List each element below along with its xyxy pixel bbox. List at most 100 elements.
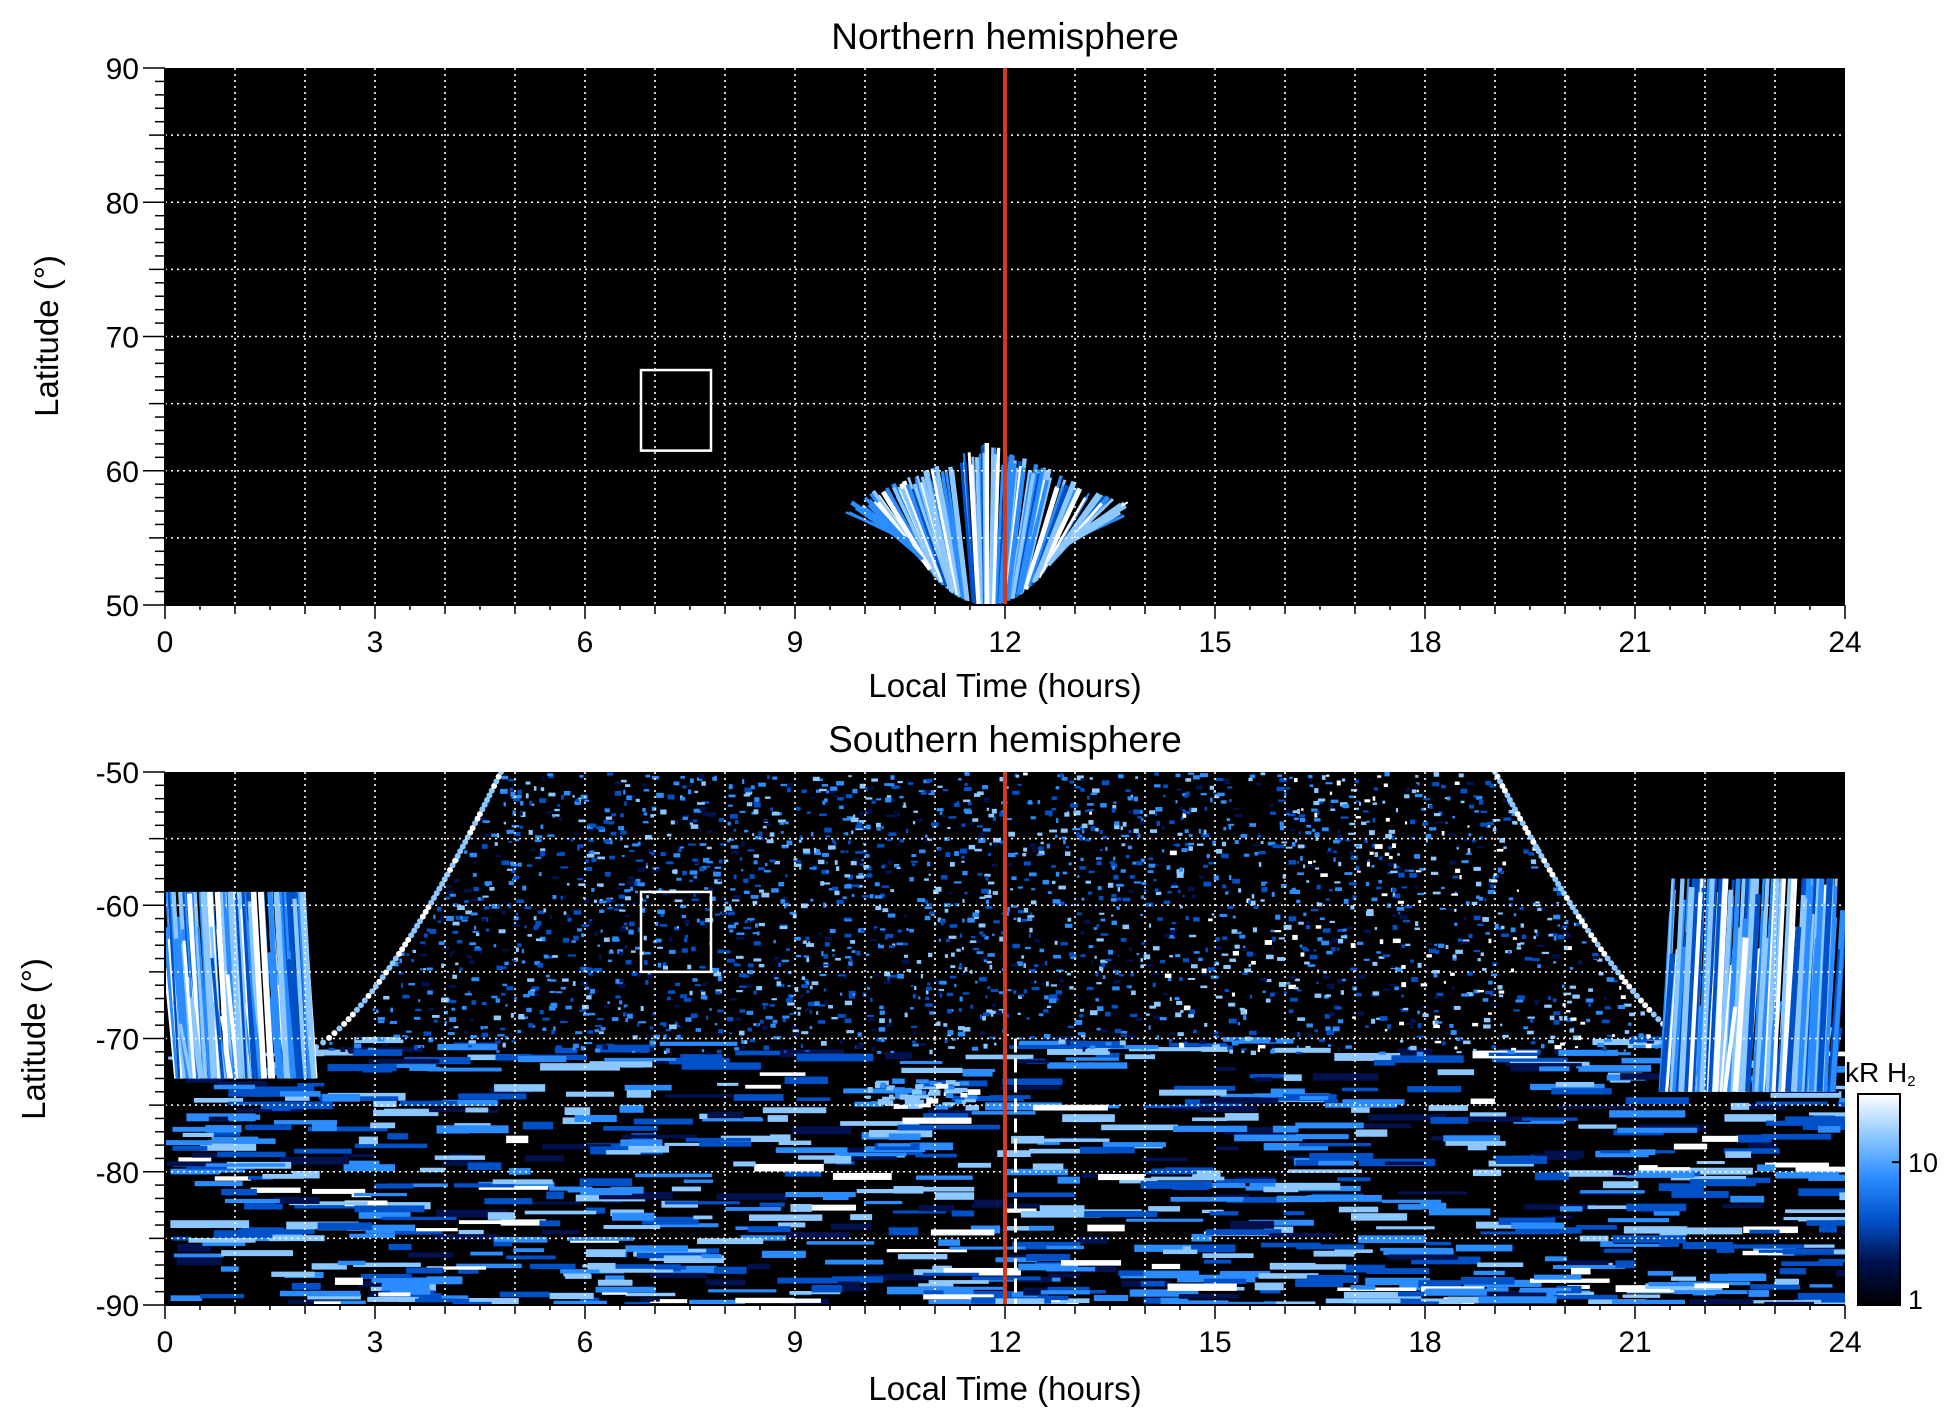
south-emission-speckle xyxy=(689,990,693,996)
south-emission-speckle xyxy=(752,833,755,837)
south-emission-speckle xyxy=(1331,937,1339,943)
south-emission-speckle xyxy=(480,1026,489,1029)
south-emission-speckle xyxy=(669,1024,677,1030)
south-emission-patch xyxy=(850,1214,873,1221)
south-emission-patch xyxy=(628,1145,670,1153)
south-emission-speckle xyxy=(870,939,878,942)
south-emission-speckle xyxy=(1270,811,1277,815)
south-emission-patch xyxy=(208,1116,229,1122)
south-emission-patch xyxy=(176,1257,222,1266)
south-emission-speckle xyxy=(517,862,522,867)
south-emission-speckle xyxy=(1140,958,1144,962)
south-emission-patch xyxy=(1544,1256,1567,1262)
south-emission-patch xyxy=(216,1081,268,1086)
south-emission-speckle xyxy=(467,990,470,994)
south-emission-patch xyxy=(650,1299,688,1304)
south-emission-speckle xyxy=(939,812,943,815)
south-emission-speckle xyxy=(1597,1043,1605,1048)
south-emission-speckle xyxy=(812,776,820,782)
south-emission-speckle xyxy=(559,851,565,856)
south-emission-speckle xyxy=(832,953,835,957)
south-emission-speckle xyxy=(655,938,662,943)
south-emission-patch xyxy=(1592,1038,1659,1046)
south-emission-patch xyxy=(1445,1141,1506,1146)
south-emission-speckle xyxy=(589,850,595,854)
south-emission-speckle xyxy=(681,914,687,919)
south-emission-speckle xyxy=(1425,837,1428,843)
south-emission-speckle xyxy=(1232,915,1236,919)
south-emission-speckle xyxy=(510,1012,514,1018)
south-emission-speckle xyxy=(1557,934,1565,940)
south-emission-patch xyxy=(702,1118,764,1122)
south-emission-speckle xyxy=(1130,972,1135,977)
south-emission-speckle xyxy=(389,1020,398,1024)
north-aurora-streak xyxy=(930,468,959,596)
south-emission-speckle xyxy=(1051,807,1056,811)
south-emission-speckle xyxy=(887,913,896,918)
south-emission-speckle xyxy=(936,808,944,812)
south-emission-speckle xyxy=(1304,961,1310,965)
south-emission-speckle xyxy=(730,888,736,891)
south-emission-speckle xyxy=(728,924,736,929)
south-emission-speckle xyxy=(560,1020,568,1024)
south-emission-speckle xyxy=(568,954,577,957)
south-emission-speckle xyxy=(1031,888,1035,891)
south-emission-speckle xyxy=(769,832,775,837)
south-emission-speckle xyxy=(701,801,710,804)
south-emission-speckle xyxy=(1240,1048,1247,1051)
south-emission-speckle xyxy=(1079,1008,1084,1012)
south-emission-speckle xyxy=(1169,997,1172,1001)
south-emission-patch xyxy=(1576,1224,1617,1230)
south-emission-speckle xyxy=(1416,789,1419,793)
south-emission-patch xyxy=(1750,1284,1801,1290)
south-emission-speckle xyxy=(782,845,788,849)
south-emission-patch xyxy=(735,1297,796,1304)
south-emission-patch xyxy=(303,1301,341,1305)
north-aurora-streak xyxy=(992,447,1001,605)
south-emission-speckle xyxy=(585,986,590,990)
south-emission-speckle xyxy=(1187,977,1196,980)
south-emission-speckle xyxy=(607,959,613,963)
south-limb-edge xyxy=(386,964,393,971)
south-emission-speckle xyxy=(377,1017,385,1021)
south-emission-speckle xyxy=(390,1007,394,1013)
south-emission-patch xyxy=(1383,1249,1454,1256)
south-emission-speckle xyxy=(539,798,547,804)
south-emission-patch xyxy=(625,1245,689,1252)
south-emission-speckle xyxy=(888,974,896,978)
south-emission-patch xyxy=(886,1286,960,1295)
south-emission-patch xyxy=(1205,1229,1282,1236)
south-emission-patch xyxy=(1342,1087,1379,1092)
south-emission-speckle xyxy=(1252,927,1258,933)
south-emission-patch xyxy=(1373,1060,1396,1066)
south-emission-speckle xyxy=(1021,955,1025,959)
south-emission-speckle xyxy=(1257,1044,1266,1049)
south-emission-speckle xyxy=(794,987,799,992)
south-emission-speckle xyxy=(620,813,624,818)
y-tick-label: -90 xyxy=(96,1290,139,1323)
south-emission-speckle xyxy=(520,800,524,806)
south-emission-speckle xyxy=(429,928,437,934)
south-emission-speckle xyxy=(1051,865,1056,868)
south-emission-speckle xyxy=(734,820,739,825)
south-emission-patch xyxy=(923,1113,968,1118)
south-emission-speckle xyxy=(1378,956,1385,959)
south-emission-speckle xyxy=(496,833,500,838)
south-emission-speckle xyxy=(1216,792,1225,797)
south-emission-patch xyxy=(172,1126,234,1132)
south-emission-speckle xyxy=(1383,783,1388,788)
south-emission-speckle xyxy=(748,963,754,968)
south-emission-speckle xyxy=(964,782,968,786)
south-emission-speckle xyxy=(852,858,860,862)
south-emission-speckle xyxy=(1364,799,1371,803)
south-emission-speckle xyxy=(562,937,570,943)
south-emission-speckle xyxy=(992,1003,997,1008)
south-emission-speckle xyxy=(542,1017,550,1021)
south-emission-speckle xyxy=(716,1049,722,1054)
south-emission-speckle xyxy=(706,1015,709,1020)
south-emission-speckle xyxy=(421,981,430,987)
south-emission-speckle xyxy=(816,966,821,971)
south-emission-speckle xyxy=(801,984,808,988)
south-emission-speckle xyxy=(1325,898,1330,901)
south-emission-speckle xyxy=(515,947,519,953)
